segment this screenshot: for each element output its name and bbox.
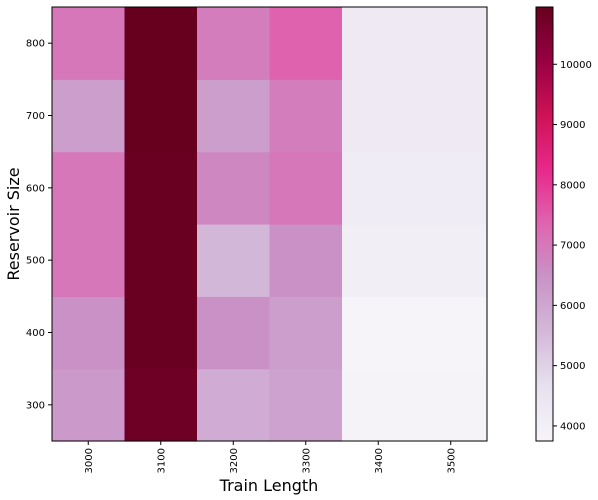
heatmap-cell (124, 7, 198, 80)
heatmap-cell (414, 296, 488, 370)
heatmap-cell (52, 224, 126, 297)
heatmap-cell (342, 296, 416, 370)
heatmap-cell (342, 368, 416, 442)
heatmap-cell (414, 224, 488, 297)
heatmap-cell (197, 296, 271, 370)
heatmap-cell (414, 79, 488, 153)
heatmap-cell (52, 368, 126, 442)
heatmap-cell (342, 7, 416, 80)
y-axis-label: Reservoir Size (4, 167, 23, 280)
heatmap-cell (197, 368, 271, 442)
colorbar-axis: 4000 5000 6000 7000 8000 9000 10000 (553, 60, 592, 432)
y-tick-label: 300 (26, 400, 45, 411)
heatmap-cell (414, 151, 488, 225)
heatmap-cell (414, 368, 488, 442)
heatmap-cell (124, 224, 198, 297)
colorbar-tick-label: 9000 (560, 120, 585, 131)
heatmap-cell (269, 7, 343, 80)
x-tick-label: 3500 (446, 448, 457, 473)
heatmap-cell (342, 224, 416, 297)
colorbar (535, 6, 554, 442)
colorbar-tick-label: 5000 (560, 361, 585, 372)
colorbar-tick-label: 6000 (560, 301, 585, 312)
heatmap-cell (197, 224, 271, 297)
x-tick-label: 3000 (84, 448, 95, 473)
x-tick-label: 3400 (374, 448, 385, 473)
y-axis: 300 400 500 600 700 800 (26, 39, 52, 411)
colorbar-tick-label: 4000 (560, 421, 585, 432)
heatmap-cell (342, 151, 416, 225)
heatmap-cell (269, 151, 343, 225)
heatmap-cell (269, 368, 343, 442)
x-axis-label: Train Length (219, 476, 319, 495)
heatmap-cell (269, 79, 343, 153)
heatmap-cell (124, 79, 198, 153)
heatmap-cell (197, 7, 271, 80)
heatmap-cell (124, 151, 198, 225)
heatmap-cell (414, 7, 488, 80)
y-tick-label: 700 (26, 111, 45, 122)
heatmap-cell (52, 79, 126, 153)
y-tick-label: 500 (26, 256, 45, 267)
heatmap-cell (52, 296, 126, 370)
y-tick-label: 800 (26, 39, 45, 50)
y-tick-label: 400 (26, 328, 45, 339)
heatmap-cell (269, 224, 343, 297)
heatmap-cell (52, 7, 126, 80)
colorbar-tick-label: 10000 (560, 60, 592, 71)
x-tick-label: 3300 (301, 448, 312, 473)
x-tick-label: 3200 (229, 448, 240, 473)
plot-frame (51, 6, 488, 442)
heatmap-cell (124, 368, 198, 442)
heatmap-cells (52, 7, 488, 442)
heatmap-cell (52, 151, 126, 225)
heatmap-cell (124, 296, 198, 370)
heatmap-cell (269, 296, 343, 370)
colorbar-tick-label: 7000 (560, 241, 585, 252)
x-axis: 3000 3100 3200 3300 3400 3500 (84, 441, 457, 473)
heatmap-cell (197, 79, 271, 153)
x-tick-label: 3100 (156, 448, 167, 473)
heatmap-cell (342, 79, 416, 153)
heatmap-cell (197, 151, 271, 225)
y-tick-label: 600 (26, 183, 45, 194)
colorbar-tick-label: 8000 (560, 180, 585, 191)
